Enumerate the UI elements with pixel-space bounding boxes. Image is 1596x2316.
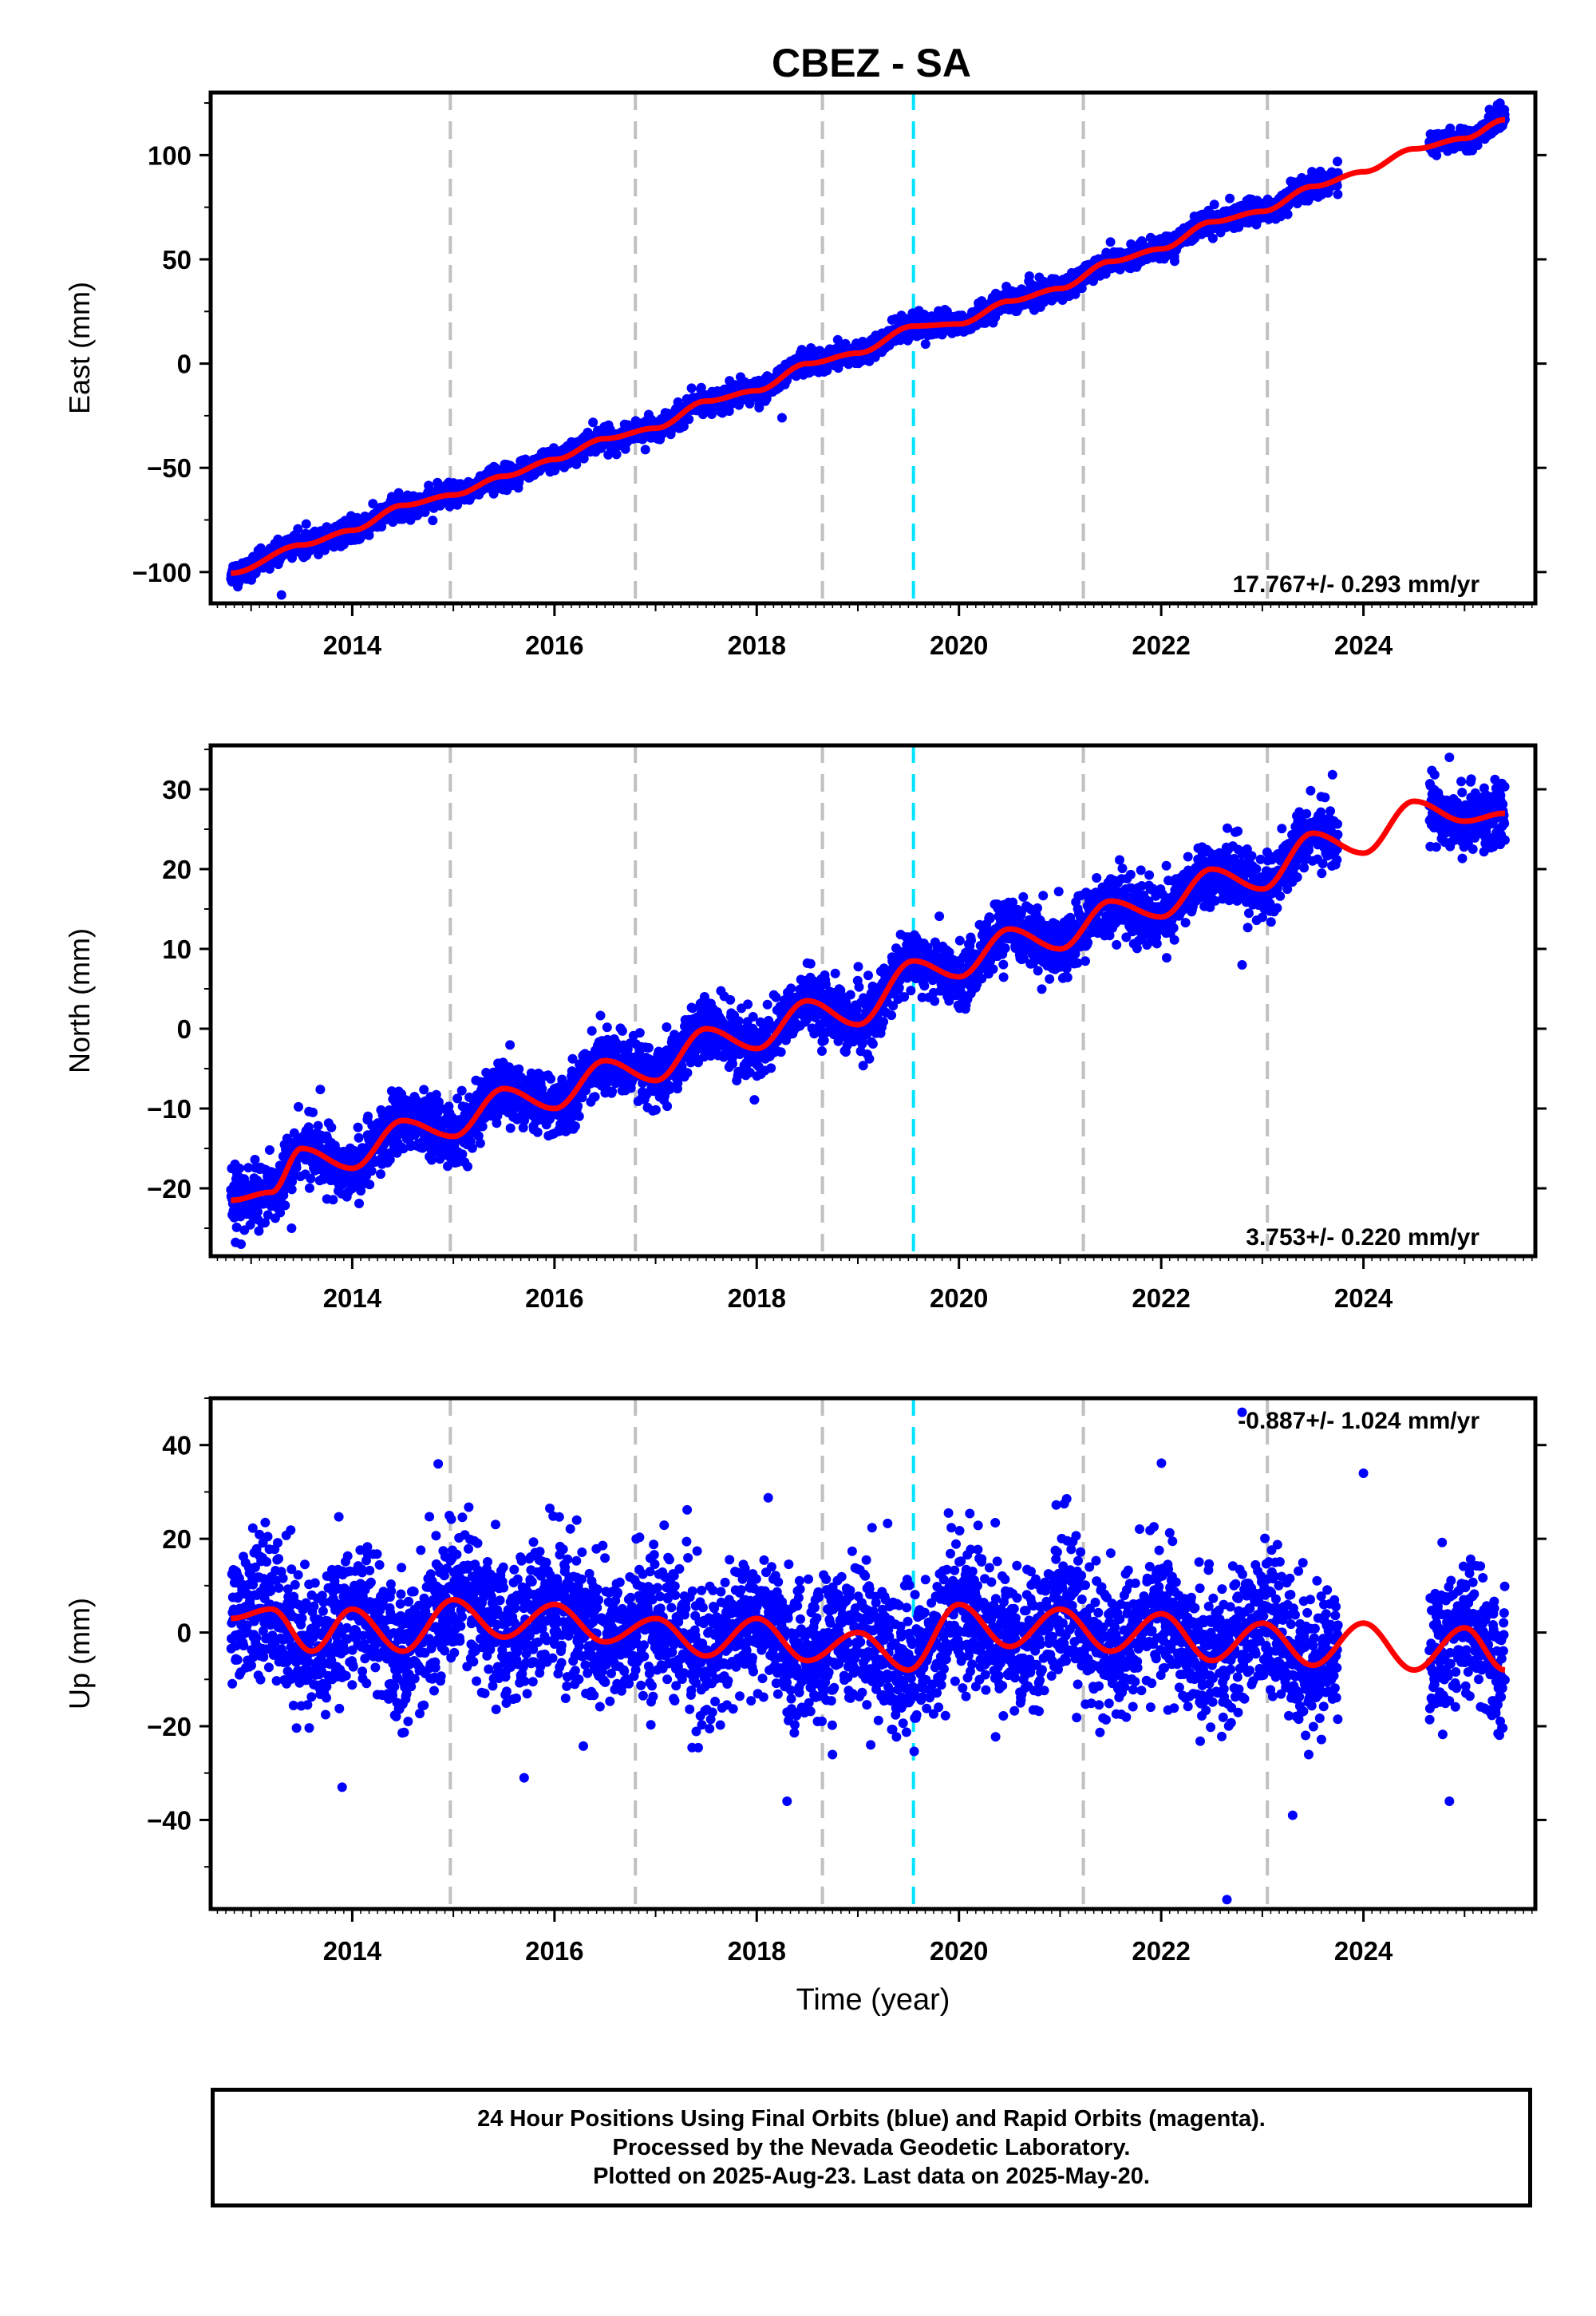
data-point (1207, 233, 1218, 243)
data-point (280, 1200, 290, 1211)
data-point (571, 459, 582, 469)
data-point (235, 1164, 245, 1173)
data-point (920, 339, 930, 350)
data-point (1170, 256, 1179, 267)
data-point (313, 1120, 323, 1131)
x-tick-label: 2020 (930, 630, 988, 660)
data-point (294, 1101, 303, 1112)
data-point (1282, 209, 1293, 219)
panel-east: −100 −50 0 50 100 2014 2016 2018 2020 2022 2024 Eas… (63, 90, 1547, 660)
data-point (1209, 200, 1219, 210)
data-point (1333, 156, 1342, 167)
data-point (420, 507, 430, 517)
data-point (1432, 150, 1442, 160)
data-point (684, 414, 694, 425)
data-point (354, 1132, 364, 1143)
rate-label: 17.767+/- 0.293 mm/yr (1233, 571, 1480, 598)
data-point (363, 1111, 373, 1121)
data-point (304, 1183, 314, 1193)
data-point (579, 453, 589, 464)
data-point (1333, 189, 1343, 200)
data-point (308, 1107, 318, 1117)
x-tick-label: 2022 (1132, 630, 1190, 660)
data-point (419, 1085, 429, 1095)
data-point (264, 1145, 275, 1155)
chart-title: CBEZ - SA (772, 41, 971, 85)
data-point (366, 1166, 377, 1176)
y-tick-label: −100 (132, 558, 192, 587)
data-points-north (226, 753, 1510, 1249)
data-point (365, 1180, 375, 1190)
x-tick-label: 2024 (1334, 630, 1393, 660)
data-point (603, 449, 614, 460)
y-tick-label: 50 (162, 245, 192, 275)
data-point (588, 417, 598, 428)
x-tick-label: 2016 (525, 630, 583, 660)
x-tick-label: 2014 (323, 630, 382, 660)
data-point (354, 1199, 364, 1208)
data-point (463, 1161, 472, 1172)
y-tick-label: 100 (148, 140, 192, 170)
data-point (640, 445, 650, 455)
data-point (1105, 237, 1116, 247)
y-tick-label: −50 (147, 453, 192, 483)
data-point (611, 449, 622, 460)
data-point (315, 1085, 326, 1095)
data-point (328, 1195, 338, 1205)
data-point (456, 1085, 467, 1096)
data-point (1225, 193, 1235, 204)
data-point (250, 1155, 260, 1164)
data-point (686, 383, 697, 393)
data-point (376, 1169, 385, 1180)
data-point (291, 1163, 302, 1172)
x-tick-label: 2018 (728, 630, 786, 660)
y-tick-label: 0 (177, 350, 192, 379)
data-point (301, 519, 311, 529)
data-point (428, 516, 438, 526)
data-point (353, 1122, 363, 1132)
data-point (364, 530, 374, 540)
outlier-point (776, 413, 787, 423)
outlier-point (276, 590, 286, 600)
data-point (293, 524, 303, 534)
y-axis-label: East (mm) (63, 282, 96, 414)
data-point (326, 1122, 337, 1132)
